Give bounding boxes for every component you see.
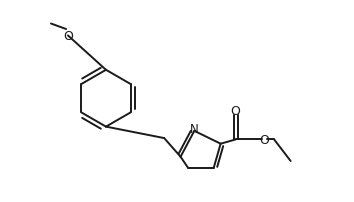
Text: N: N bbox=[190, 122, 199, 135]
Text: O: O bbox=[231, 105, 241, 118]
Text: O: O bbox=[259, 133, 269, 146]
Text: O: O bbox=[63, 30, 73, 43]
